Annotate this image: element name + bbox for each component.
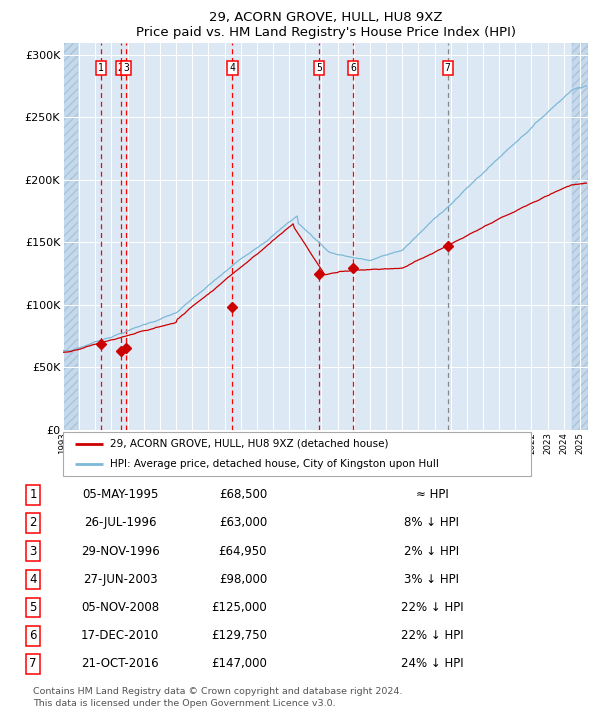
Text: 5: 5 [29,601,37,614]
Text: 17-DEC-2010: 17-DEC-2010 [81,629,159,643]
Text: 29-NOV-1996: 29-NOV-1996 [80,545,160,557]
Text: £63,000: £63,000 [219,516,267,530]
Text: 3% ↓ HPI: 3% ↓ HPI [404,573,460,586]
Text: £68,500: £68,500 [219,488,267,501]
Text: 5: 5 [316,62,322,72]
Bar [572,43,588,430]
Text: £64,950: £64,950 [218,545,267,557]
Text: 29, ACORN GROVE, HULL, HU8 9XZ (detached house): 29, ACORN GROVE, HULL, HU8 9XZ (detached… [110,439,388,449]
Text: 7: 7 [29,657,37,670]
Text: 05-MAY-1995: 05-MAY-1995 [82,488,158,501]
Text: 1: 1 [29,488,37,501]
Text: HPI: Average price, detached house, City of Kingston upon Hull: HPI: Average price, detached house, City… [110,459,439,469]
Text: 22% ↓ HPI: 22% ↓ HPI [401,601,463,614]
Text: 3: 3 [29,545,37,557]
Text: 2% ↓ HPI: 2% ↓ HPI [404,545,460,557]
Bar [63,43,78,430]
Text: 8% ↓ HPI: 8% ↓ HPI [404,516,460,530]
Text: £129,750: £129,750 [211,629,267,643]
Text: 3: 3 [123,62,129,72]
Text: £147,000: £147,000 [211,657,267,670]
Text: 24% ↓ HPI: 24% ↓ HPI [401,657,463,670]
Text: 22% ↓ HPI: 22% ↓ HPI [401,629,463,643]
Text: 26-JUL-1996: 26-JUL-1996 [84,516,156,530]
Text: 7: 7 [445,62,451,72]
Text: 1: 1 [98,62,104,72]
Title: 29, ACORN GROVE, HULL, HU8 9XZ
Price paid vs. HM Land Registry's House Price Ind: 29, ACORN GROVE, HULL, HU8 9XZ Price pai… [136,11,515,38]
Text: £125,000: £125,000 [211,601,267,614]
FancyBboxPatch shape [63,432,531,476]
Text: 6: 6 [350,62,356,72]
Text: 05-NOV-2008: 05-NOV-2008 [81,601,159,614]
Text: 6: 6 [29,629,37,643]
Text: 2: 2 [118,62,124,72]
Text: Contains HM Land Registry data © Crown copyright and database right 2024.: Contains HM Land Registry data © Crown c… [33,687,403,697]
Text: 27-JUN-2003: 27-JUN-2003 [83,573,157,586]
Text: 4: 4 [230,62,235,72]
Text: This data is licensed under the Open Government Licence v3.0.: This data is licensed under the Open Gov… [33,699,335,708]
Text: 21-OCT-2016: 21-OCT-2016 [81,657,159,670]
Text: 4: 4 [29,573,37,586]
Text: ≈ HPI: ≈ HPI [416,488,448,501]
Text: 2: 2 [29,516,37,530]
Text: £98,000: £98,000 [219,573,267,586]
